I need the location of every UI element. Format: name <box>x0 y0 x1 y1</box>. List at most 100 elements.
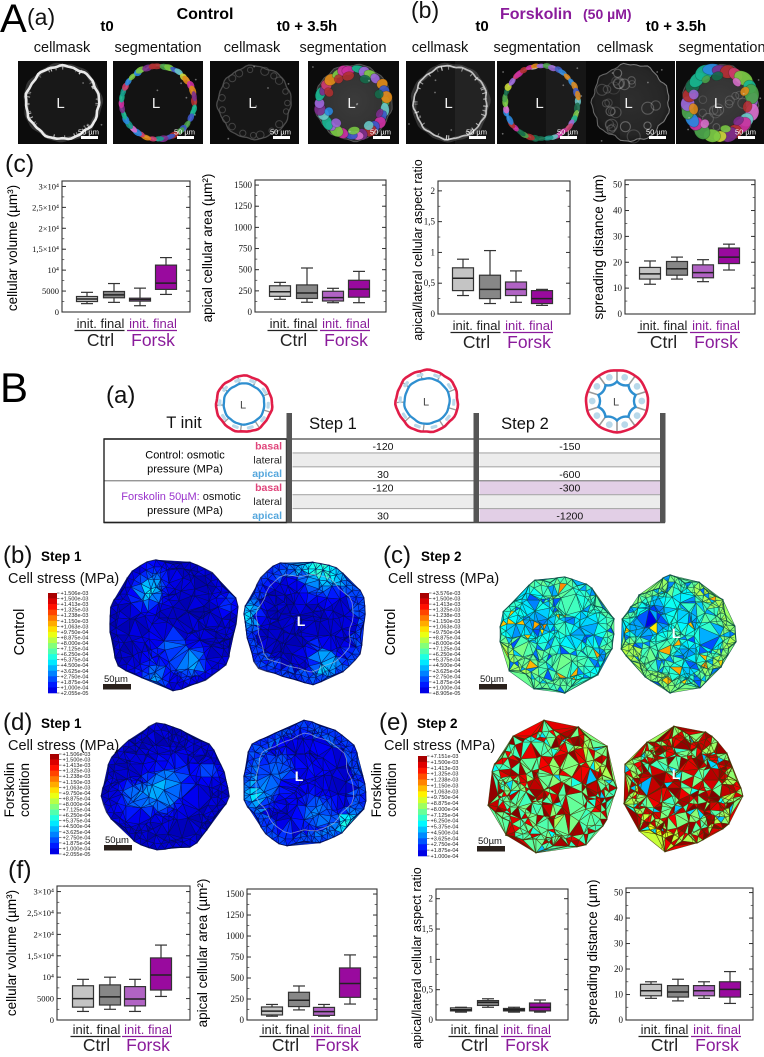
svg-text:apical/lateral cellular aspect: apical/lateral cellular aspect ratio <box>410 867 424 1048</box>
svg-text:L: L <box>240 400 246 412</box>
svg-text:lateral: lateral <box>253 496 282 508</box>
svg-text:L: L <box>56 95 64 112</box>
svg-text:1,5×10⁴: 1,5×10⁴ <box>32 244 59 254</box>
svg-text:Ctrl: Ctrl <box>461 1035 488 1052</box>
svg-text:(c): (c) <box>383 542 411 569</box>
svg-text:2: 2 <box>429 894 434 904</box>
svg-text:750: 750 <box>231 952 245 962</box>
svg-text:2: 2 <box>431 186 436 196</box>
svg-text:Forskolin: Forskolin <box>500 6 572 23</box>
svg-text:L: L <box>613 397 619 409</box>
svg-text:apical cellular area (µm²): apical cellular area (µm²) <box>200 174 215 323</box>
svg-text:-600: -600 <box>559 469 580 481</box>
svg-text:Forskolin: Forskolin <box>369 763 384 818</box>
svg-text:L: L <box>347 95 355 112</box>
svg-text:t0: t0 <box>100 18 113 35</box>
svg-text:Ctrl: Ctrl <box>651 1035 678 1052</box>
svg-text:+1.000e-04: +1.000e-04 <box>431 854 459 860</box>
svg-text:10⁴: 10⁴ <box>43 972 55 982</box>
svg-text:Ctrl: Ctrl <box>83 1035 110 1052</box>
svg-text:1250: 1250 <box>226 910 245 920</box>
svg-text:L: L <box>297 613 306 629</box>
svg-text:init. final: init. final <box>322 316 370 331</box>
svg-text:Forskolin 50µM: osmotic: Forskolin 50µM: osmotic <box>121 491 241 503</box>
svg-text:5000: 5000 <box>42 286 59 296</box>
svg-text:cellmask: cellmask <box>34 40 91 56</box>
svg-text:init. final: init. final <box>270 316 318 331</box>
svg-text:L: L <box>672 625 681 641</box>
svg-text:1500: 1500 <box>234 180 253 190</box>
svg-text:Step 2: Step 2 <box>501 415 549 433</box>
svg-text:basal: basal <box>255 482 282 494</box>
svg-text:apical: apical <box>252 510 282 522</box>
svg-text:cellmask: cellmask <box>597 40 654 56</box>
svg-text:50 µm: 50 µm <box>270 128 291 137</box>
svg-text:pressure (MPa): pressure (MPa) <box>147 463 223 475</box>
svg-text:t0 + 3.5h: t0 + 3.5h <box>646 18 706 35</box>
svg-text:50 µm: 50 µm <box>557 128 578 137</box>
svg-text:Ctrl: Ctrl <box>650 332 677 352</box>
svg-text:-1200: -1200 <box>556 511 583 523</box>
svg-text:0: 0 <box>618 309 623 319</box>
svg-text:500: 500 <box>239 265 253 275</box>
svg-text:5000: 5000 <box>37 994 54 1004</box>
svg-text:lateral: lateral <box>253 454 282 466</box>
svg-text:cellmask: cellmask <box>412 40 469 56</box>
svg-text:L: L <box>624 95 632 112</box>
svg-text:10: 10 <box>613 283 623 293</box>
svg-text:T init: T init <box>166 414 202 432</box>
svg-text:cellular volume (µm³): cellular volume (µm³) <box>4 890 19 1016</box>
svg-text:(e): (e) <box>379 709 408 736</box>
svg-text:init. final: init. final <box>129 316 177 331</box>
svg-text:50: 50 <box>614 888 624 898</box>
svg-text:B: B <box>0 364 28 411</box>
svg-text:Forsk: Forsk <box>505 1035 549 1052</box>
svg-text:Step 1: Step 1 <box>41 716 82 731</box>
svg-text:1000: 1000 <box>226 931 245 941</box>
svg-text:50 µm: 50 µm <box>466 128 487 137</box>
svg-text:20: 20 <box>613 257 623 267</box>
svg-text:-120: -120 <box>372 483 393 495</box>
svg-text:cellular volume (µm³): cellular volume (µm³) <box>5 185 20 311</box>
svg-text:Control: Control <box>12 609 28 656</box>
svg-text:1,5×10⁴: 1,5×10⁴ <box>27 951 54 961</box>
svg-text:2×10⁴: 2×10⁴ <box>33 929 54 939</box>
svg-text:1250: 1250 <box>234 201 253 211</box>
svg-text:10⁴: 10⁴ <box>48 265 60 275</box>
svg-text:50 µm: 50 µm <box>78 128 99 137</box>
svg-text:-150: -150 <box>559 441 580 453</box>
svg-text:Control: osmotic: Control: osmotic <box>145 450 225 462</box>
svg-text:(a): (a) <box>27 4 55 30</box>
svg-text:apical cellular area (µm²): apical cellular area (µm²) <box>195 879 210 1028</box>
svg-text:50 µm: 50 µm <box>735 128 756 137</box>
svg-text:(b): (b) <box>3 542 32 569</box>
svg-text:(a): (a) <box>106 382 135 409</box>
svg-text:Forsk: Forsk <box>126 1035 170 1052</box>
svg-text:condition: condition <box>17 763 32 817</box>
svg-text:2,5×10⁴: 2,5×10⁴ <box>27 908 54 918</box>
svg-text:1: 1 <box>429 954 434 964</box>
svg-text:+8.905e-05: +8.905e-05 <box>433 691 461 697</box>
svg-text:10: 10 <box>614 990 624 1000</box>
svg-text:cellmask: cellmask <box>224 40 281 56</box>
svg-text:50 µm: 50 µm <box>370 128 391 137</box>
svg-text:50µm: 50µm <box>105 835 129 846</box>
svg-text:Forsk: Forsk <box>695 1035 739 1052</box>
svg-text:Ctrl: Ctrl <box>87 330 114 350</box>
svg-text:Control: Control <box>177 6 234 23</box>
svg-text:50: 50 <box>613 180 623 190</box>
svg-text:3×10⁴: 3×10⁴ <box>38 181 59 191</box>
svg-text:L: L <box>672 766 681 782</box>
svg-text:30: 30 <box>614 939 624 949</box>
svg-text:2×10⁴: 2×10⁴ <box>38 223 59 233</box>
svg-text:3×10⁴: 3×10⁴ <box>33 887 54 897</box>
svg-text:(50 µM): (50 µM) <box>583 6 632 22</box>
svg-text:0: 0 <box>619 1015 624 1025</box>
svg-text:segmentation: segmentation <box>493 40 580 56</box>
svg-text:1: 1 <box>431 247 436 257</box>
svg-text:0: 0 <box>431 309 436 319</box>
svg-text:Forsk: Forsk <box>324 330 368 350</box>
svg-text:1000: 1000 <box>234 222 253 232</box>
svg-text:30: 30 <box>377 469 389 481</box>
svg-text:30: 30 <box>613 231 623 241</box>
